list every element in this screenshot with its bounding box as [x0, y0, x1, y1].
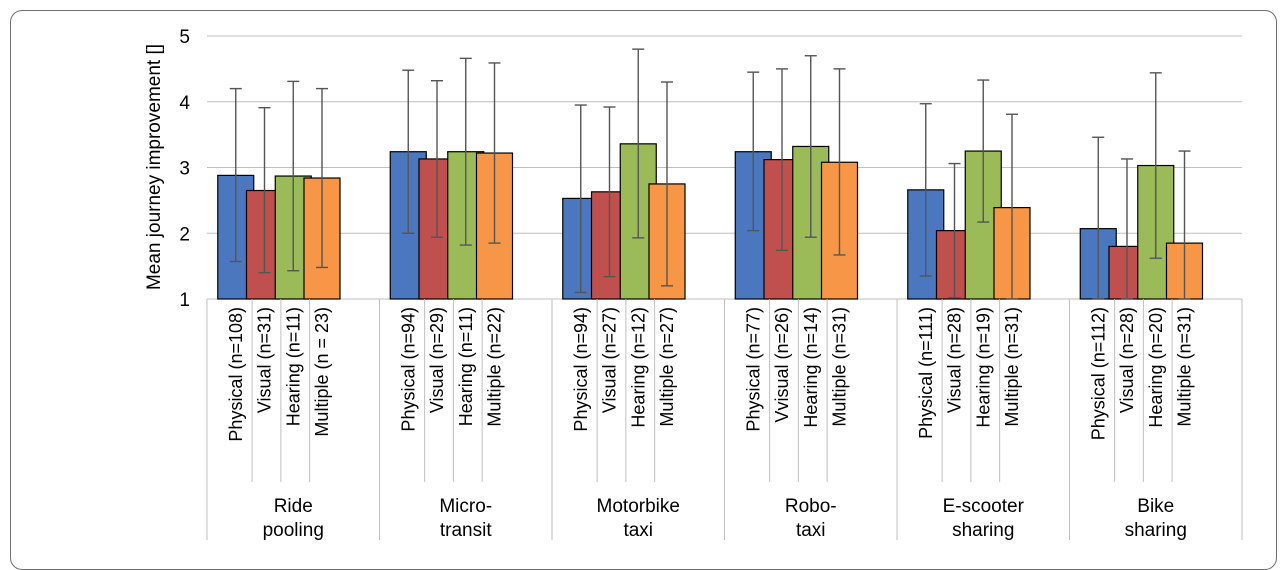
bar-label: Physical (n=94): [398, 307, 418, 432]
bar-label: Multiple (n=31): [1175, 307, 1195, 427]
y-tick-label: 5: [179, 27, 190, 48]
bar-label: Multiple (n=22): [485, 307, 505, 427]
y-axis-label: Mean journey improvement []: [144, 44, 165, 290]
bar-label: Multiple (n=31): [830, 307, 850, 427]
bar-label: Hearing (n=14): [801, 307, 821, 428]
x-axis-labels: Physical (n=108) Visual (n=31) Hearing (n=…: [226, 307, 1195, 442]
category-table: Ride pooling Micro-transit Motorbike taxi Rob…: [206, 299, 1243, 540]
error-bars: [229, 48, 1191, 300]
bar-label: Visual (n=28): [945, 307, 965, 413]
bar-label: Hearing (n=19): [973, 307, 993, 428]
bar-chart: 1 2 3 4 5 Mean journey improvement [] Physic…: [144, 27, 1243, 540]
bar-label: Hearing (n=12): [628, 307, 648, 428]
bar-label: Multiple (n = 23): [312, 307, 332, 437]
y-tick-label: 1: [179, 290, 190, 311]
y-tick-label: 4: [179, 93, 190, 114]
bar-label: Vvisual (n=26): [772, 307, 792, 423]
bar-label: Visual (n=27): [600, 307, 620, 413]
y-tick-label: 2: [179, 224, 190, 245]
group-label: Bike sharing: [1125, 496, 1187, 540]
bar-label: Visual (n=31): [255, 307, 275, 413]
bar-label: Visual (n=28): [1117, 307, 1137, 413]
bar-label: Physical (n=94): [571, 307, 591, 432]
bar-label: Multiple (n=27): [657, 307, 677, 427]
group-label: Ride pooling: [263, 496, 324, 540]
bar-label: Multiple (n=31): [1002, 307, 1022, 427]
group-label: Robo-taxi: [785, 496, 837, 540]
bar-label: Physical (n=77): [743, 307, 763, 432]
group-label: Motorbike taxi: [597, 496, 680, 540]
group-label: Micro-transit: [439, 496, 492, 540]
group-label: E-scooter sharing: [943, 496, 1025, 540]
bar-label: Hearing (n=11): [283, 307, 303, 426]
bar-label: Visual (n=29): [427, 307, 447, 413]
y-tick-label: 3: [179, 159, 190, 180]
bar-label: Physical (n=112): [1088, 307, 1108, 440]
bar-label: Hearing (n=20): [1146, 307, 1166, 428]
bar-label: Physical (n=108): [226, 307, 246, 442]
y-axis-ticks: 1 2 3 4 5: [179, 27, 190, 311]
bar-label: Hearing (n=11): [456, 307, 476, 426]
bar-label: Physical (n=111): [916, 307, 936, 439]
